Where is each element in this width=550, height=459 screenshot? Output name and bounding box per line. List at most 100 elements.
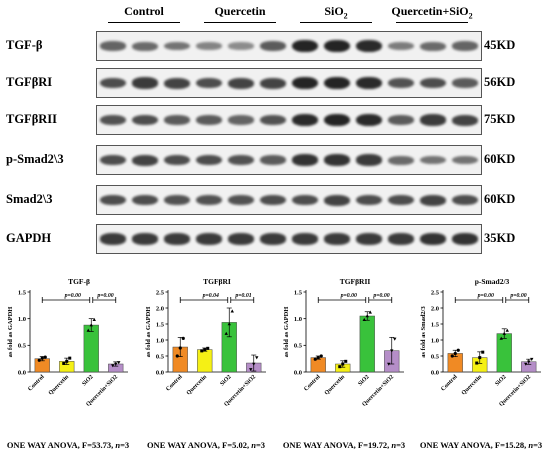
blot-band (356, 154, 382, 166)
blot-band (292, 39, 318, 53)
blot-band (228, 42, 254, 50)
data-point (227, 322, 231, 326)
p-value-label: p=0.00 (477, 293, 494, 299)
y-tick-label: 0.5 (431, 353, 440, 360)
blot-band (356, 233, 382, 245)
x-tick-label: SiO2 (357, 374, 370, 387)
data-point (499, 336, 503, 340)
blot-band (132, 114, 158, 126)
blot-band (100, 154, 126, 166)
y-tick-label: 2.0 (156, 305, 164, 312)
blot-row (96, 185, 482, 215)
data-point (255, 356, 259, 360)
blot-band (388, 194, 414, 206)
blot-band (356, 76, 382, 90)
data-point (475, 361, 479, 365)
data-point (224, 331, 228, 335)
blot-band (260, 155, 286, 165)
anova-text: ONE WAY ANOVA, F=53.73, (6, 440, 116, 450)
data-point (524, 362, 528, 366)
anova-n: n (115, 440, 121, 450)
blot-band (292, 154, 318, 166)
y-tick-label: 1.5 (431, 321, 440, 328)
data-point (89, 323, 93, 327)
group-underline (108, 22, 180, 23)
anova-n-value: =3 (396, 440, 406, 450)
group-label: Quercetin+SiO2 (380, 4, 484, 20)
data-point (319, 354, 323, 358)
blot-band (132, 233, 158, 245)
blot-band (132, 77, 158, 89)
p-value-label: p=0.00 (340, 293, 357, 299)
anova-summary: ONE WAY ANOVA, F=19.72, n=3 (278, 440, 410, 450)
blot-band (164, 41, 190, 51)
blot-band (164, 77, 190, 89)
blot-image (96, 68, 482, 98)
data-point (313, 357, 317, 361)
x-tick-label: Quercetin (461, 374, 484, 397)
blot-band (292, 194, 318, 206)
blot-band (132, 41, 158, 51)
blot-band (260, 114, 286, 126)
data-point (43, 355, 47, 359)
blot-band (260, 233, 286, 245)
x-tick-label: Quercetin (48, 374, 71, 397)
anova-n: n (528, 440, 534, 450)
blot-row (96, 68, 482, 98)
blot-image (96, 31, 482, 61)
p-value-label: p=0.04 (202, 293, 219, 299)
blot-band (228, 154, 254, 166)
y-tick-label: 0.5 (156, 353, 165, 360)
p-value-label: p=0.00 (509, 293, 526, 299)
data-point (316, 356, 320, 360)
group-label-main: SiO (324, 4, 344, 18)
y-tick-label: 0.0 (294, 369, 302, 376)
anova-n-value: =3 (255, 440, 266, 450)
data-point (456, 348, 460, 352)
data-point (365, 314, 369, 318)
anova-summary: ONE WAY ANOVA, F=15.28, n=3 (415, 440, 547, 450)
x-tick-label: Quercetin (186, 374, 209, 397)
anova-summary: ONE WAY ANOVA, F=5.02, n=3 (140, 440, 272, 450)
blot-band (388, 115, 414, 125)
blot-band (324, 39, 350, 53)
data-point (62, 361, 66, 365)
bar-chart: TGFβRII as fold as GAPDH 0.0 0.5 1.0 1.5 Contr… (283, 277, 404, 408)
data-point (478, 356, 482, 360)
bar-chart: p-Smad2/3 as fold as Smad2/3 0.0 0.5 1.0 1.5 2… (420, 277, 541, 408)
chart-title: TGF-β (68, 277, 90, 286)
blot-row (96, 31, 482, 61)
blot-row (96, 145, 482, 175)
protein-label: TGFβRII (6, 112, 58, 126)
data-point (200, 349, 204, 353)
data-point (92, 317, 96, 322)
x-tick-label: SiO2 (81, 374, 94, 387)
data-point (527, 360, 531, 364)
blot-band (132, 194, 158, 206)
molecular-weight-label: 45KD (484, 38, 516, 52)
blot-band (196, 154, 222, 166)
blot-band (292, 233, 318, 245)
blot-band (420, 114, 446, 126)
protein-label: TGFβRI (6, 75, 53, 89)
y-tick-label: 1.0 (431, 337, 439, 344)
blot-band (196, 233, 222, 245)
blot-image (96, 105, 482, 135)
blot-band (420, 233, 446, 245)
data-point (393, 337, 397, 341)
x-tick-label: Quercetin (324, 374, 347, 397)
data-point (450, 354, 454, 358)
blot-band (164, 115, 190, 125)
y-axis-label: as fold as GAPDH (7, 307, 14, 358)
y-tick-label: 1.5 (294, 289, 303, 296)
data-point (117, 361, 121, 365)
data-point (230, 309, 234, 313)
data-point (203, 348, 207, 352)
blot-row (96, 224, 482, 254)
data-point (249, 368, 253, 372)
data-point (453, 351, 457, 356)
data-point (368, 310, 372, 314)
data-point (68, 356, 72, 360)
data-point (338, 365, 342, 369)
y-tick-label: 0.0 (18, 369, 26, 376)
